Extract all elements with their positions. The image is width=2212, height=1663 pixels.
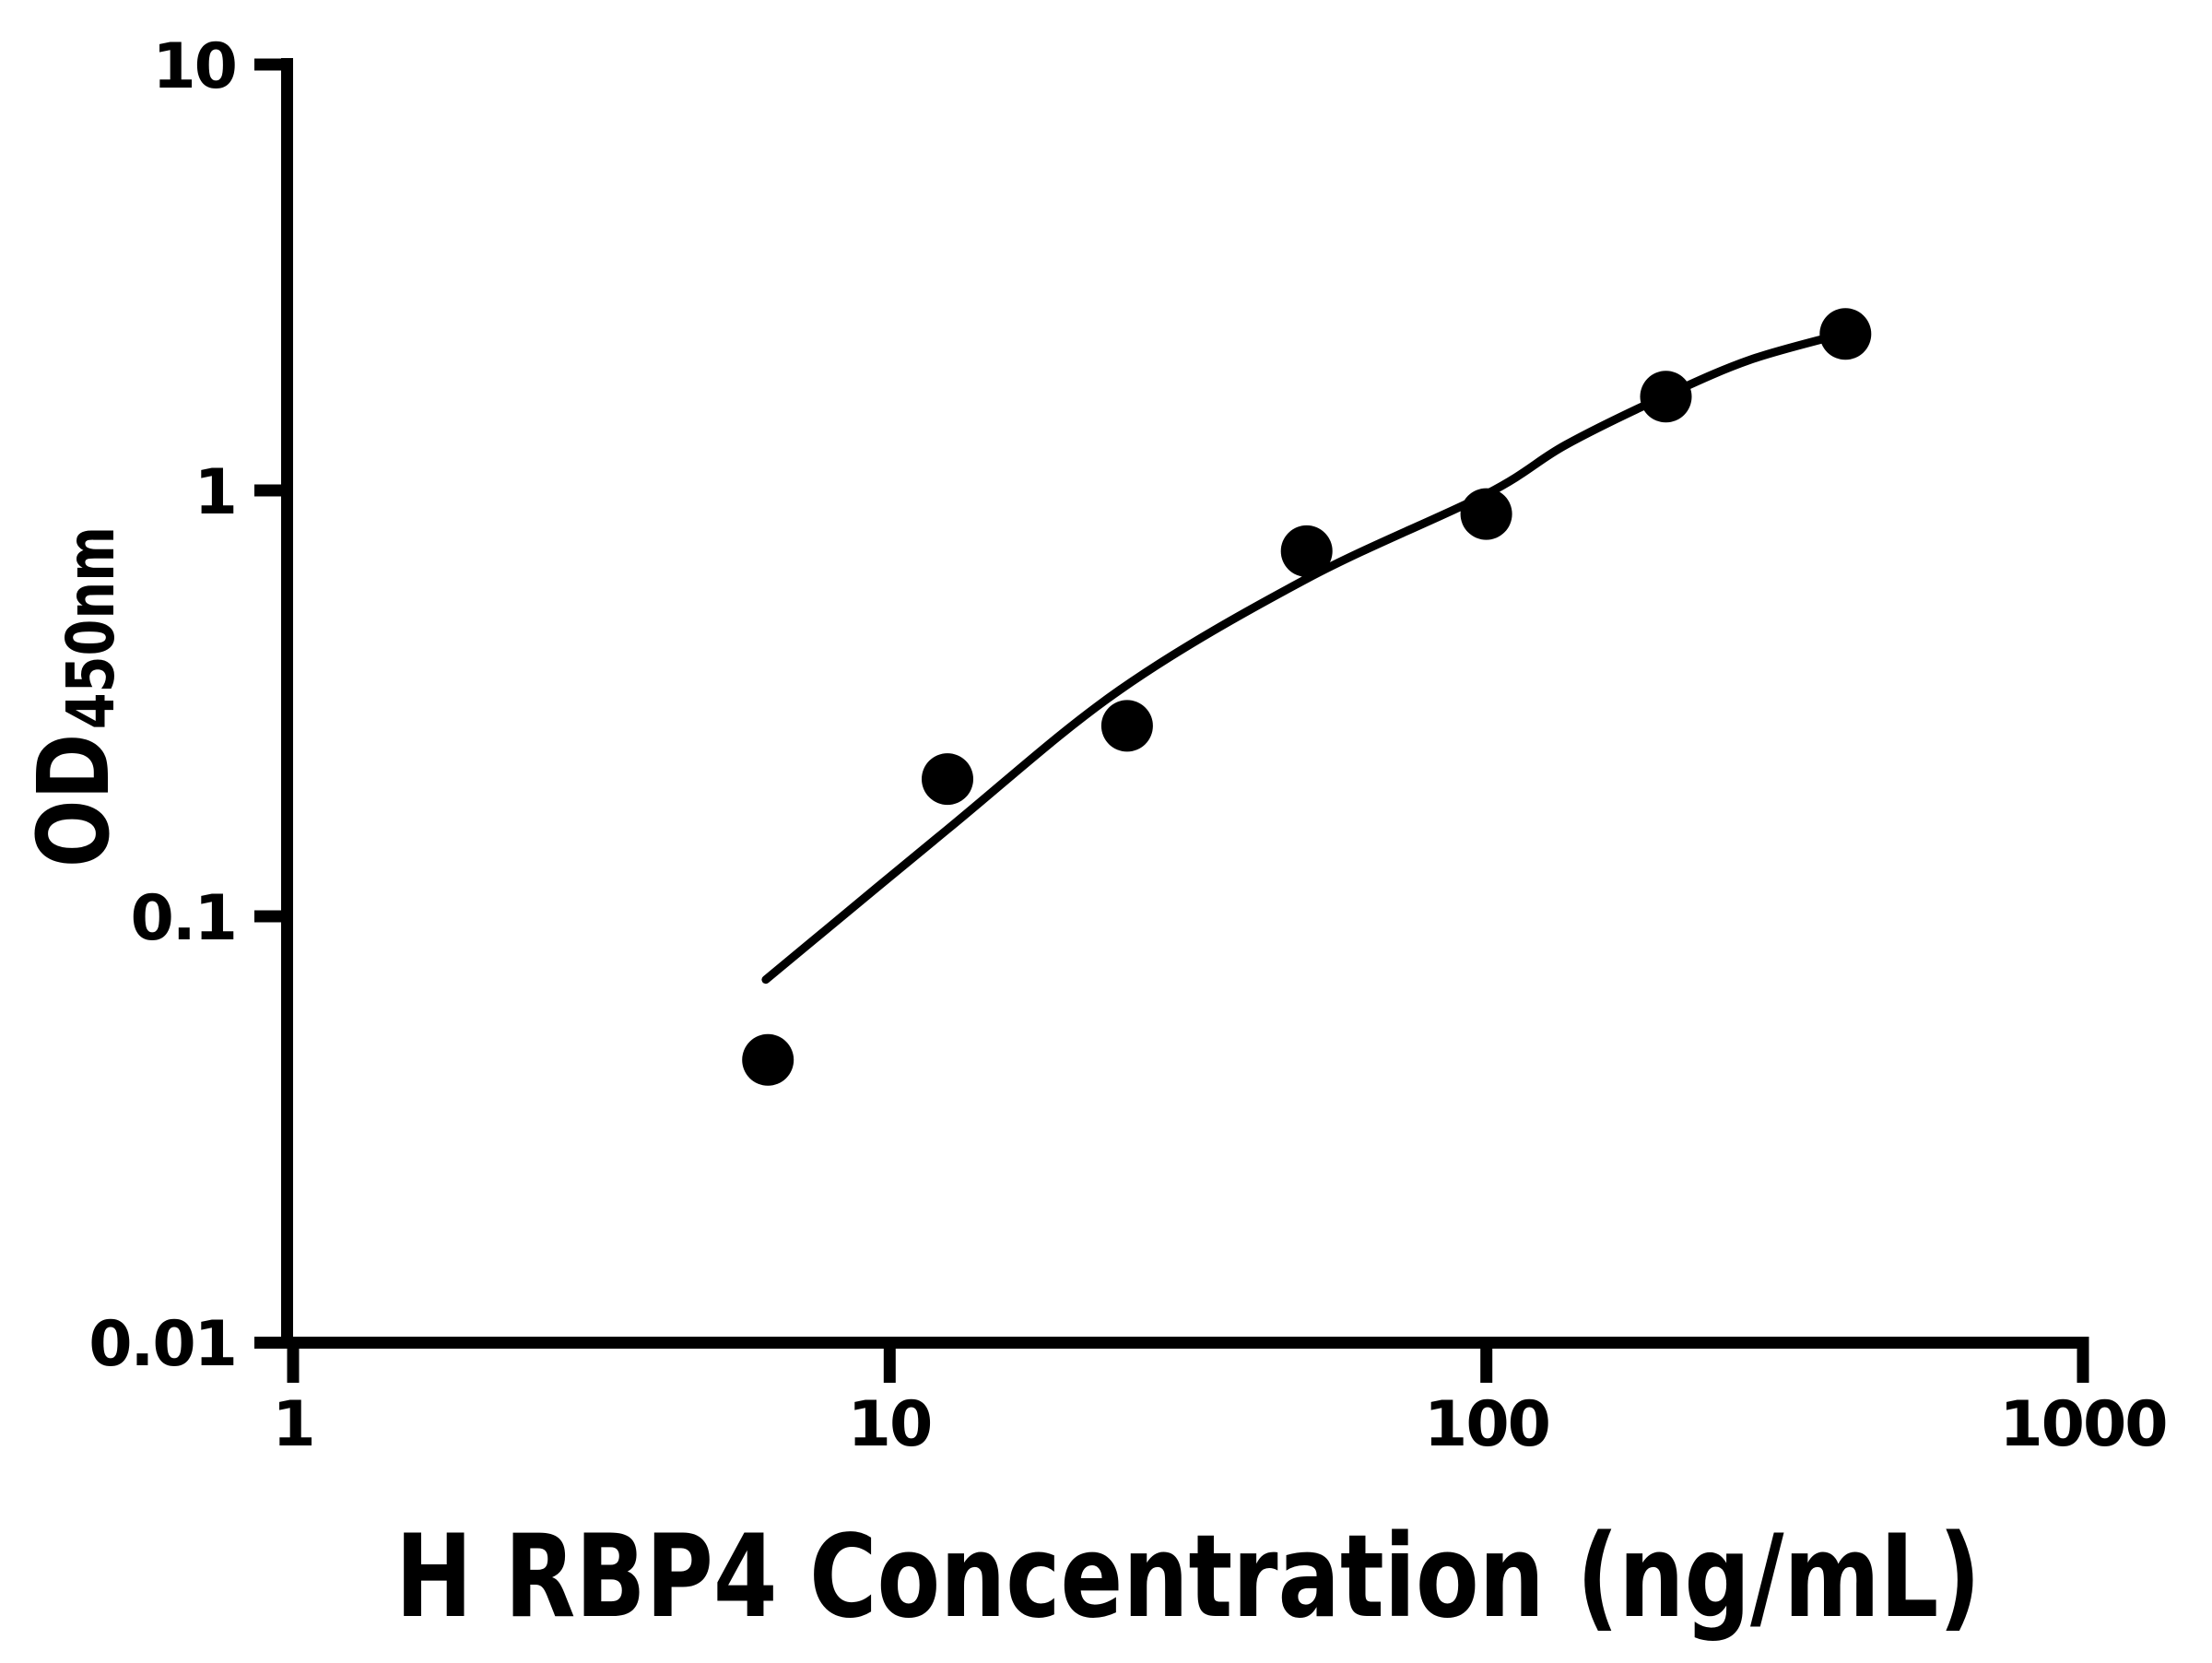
y-axis-title-main: OD: [18, 734, 132, 867]
fit-curve-line: [761, 328, 1850, 985]
data-points: [742, 308, 1872, 1086]
data-point: [922, 753, 973, 806]
data-point: [742, 1033, 794, 1086]
y-axis-title: OD 450nm: [18, 526, 132, 867]
data-point: [1100, 700, 1153, 752]
data-point: [1280, 525, 1333, 577]
x-tick-label: 1: [272, 1388, 313, 1461]
y-tick-label: 1: [194, 456, 236, 529]
data-point: [1640, 371, 1692, 423]
y-tick-label: 0.1: [131, 882, 236, 955]
y-axis-title-subscript: 450nm: [53, 526, 129, 729]
x-axis-title: H RBP4 Concentration (ng/mL): [395, 1511, 1981, 1644]
axes: [254, 58, 2089, 1383]
x-tick-label: 1000: [1999, 1388, 2166, 1461]
x-tick-label: 10: [848, 1388, 932, 1461]
data-point: [1460, 488, 1512, 540]
y-tick-label: 10: [152, 30, 236, 103]
y-tick-label: 0.01: [88, 1308, 236, 1381]
data-point: [1819, 308, 1872, 360]
x-tick-label: 100: [1424, 1388, 1549, 1461]
